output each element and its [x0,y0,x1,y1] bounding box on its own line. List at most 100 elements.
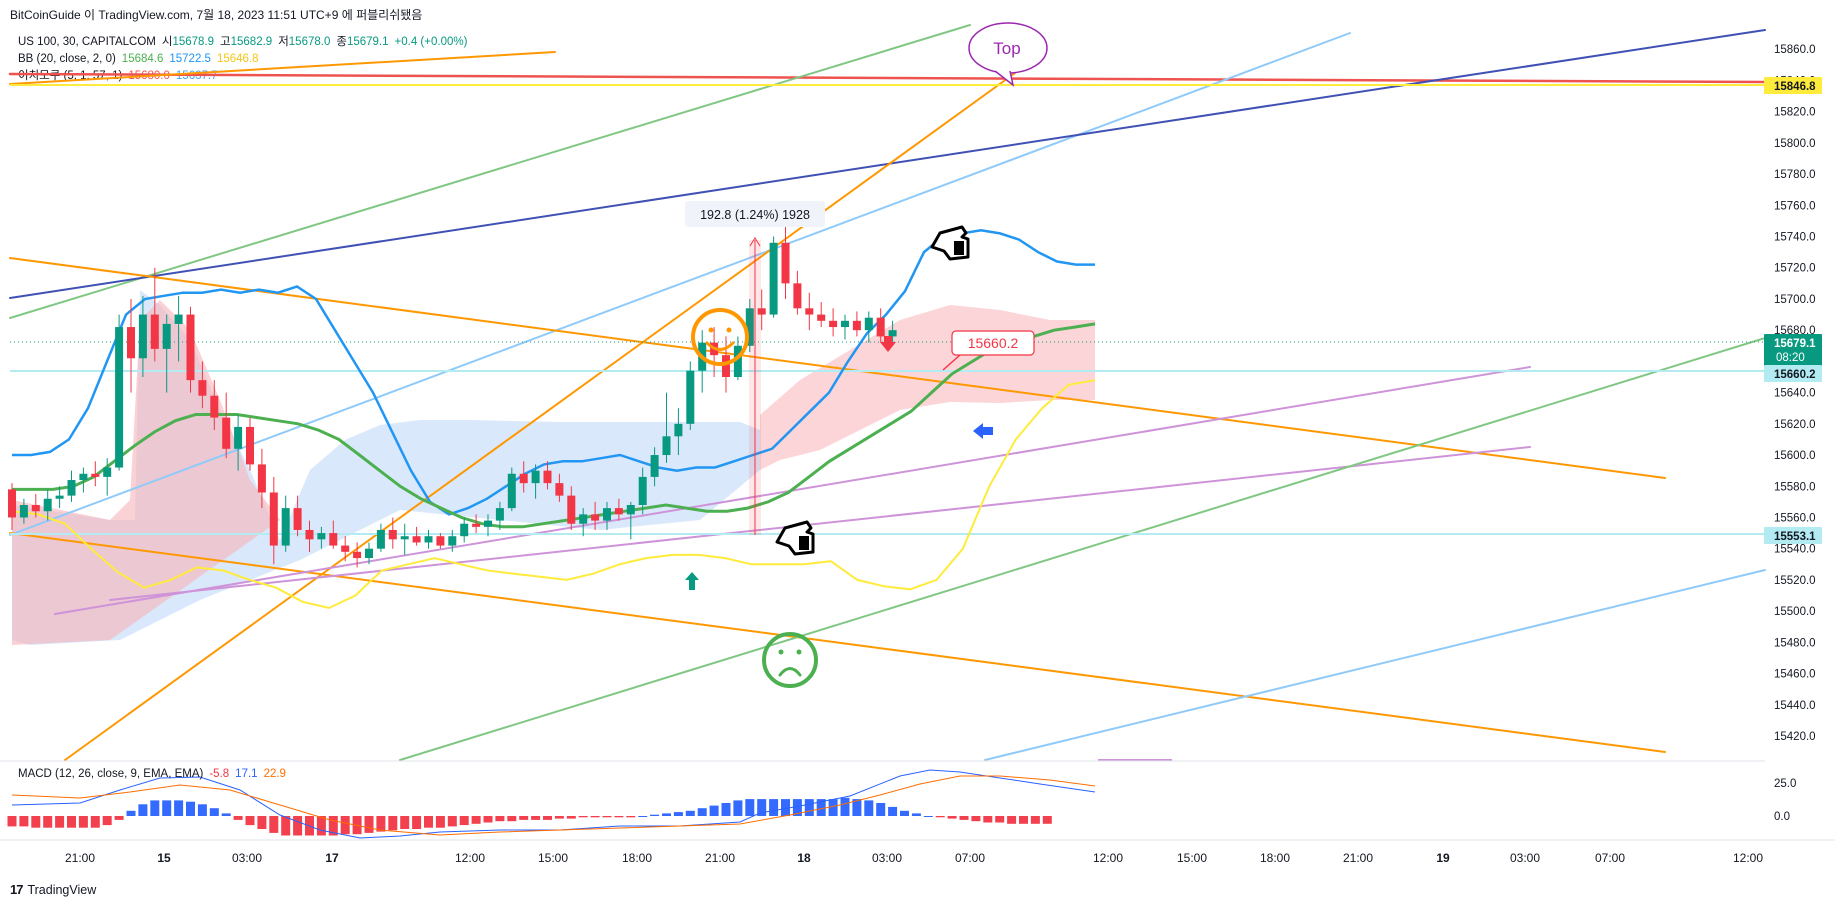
candle [591,501,600,530]
pointing-hand-icon [930,225,970,261]
price-tick-label: 15560.0 [1774,512,1816,524]
candle-body [150,314,159,349]
smiley-outline [691,308,749,366]
close-label: 종 [336,36,347,48]
pointing-hand-icon [775,520,815,556]
lightblue-rising-line-2 [984,569,1766,761]
macd-histogram-bar [197,804,207,816]
macd-histogram-bar [221,813,231,816]
macd-histogram-bar [554,816,564,819]
macd-histogram-bar [293,816,303,836]
macd-histogram-bar [709,805,719,816]
macd-histogram-bar [31,816,41,828]
candle-body [567,495,576,524]
candle [436,533,445,549]
macd-histogram-bar [685,810,695,816]
countdown-text: 08:20 [1776,352,1805,364]
price-tick-label: 15540.0 [1774,544,1816,556]
price-tick-label: 15780.0 [1774,169,1816,181]
candle [150,267,159,362]
candle [222,392,231,459]
macd-histogram-bar [804,799,814,816]
macd-histogram-bar [43,816,53,828]
macd-histogram-bar [614,816,624,818]
candle-body [603,508,611,521]
candle [198,361,207,409]
macd-histogram-bar [864,800,874,816]
candle-body [876,317,885,337]
macd-histogram-bar [78,816,88,828]
candle [555,473,564,502]
time-tick-label: 07:00 [1595,851,1625,865]
annotations[interactable]: 192.8 (1.24%) 1928 Top 15660.2 [685,22,1172,761]
measure-arrow-up [749,237,761,247]
purple-rising-line-2 [109,446,1531,601]
hand-cuff [799,536,809,550]
candle-body [67,480,76,496]
candle [55,486,64,509]
price-tick-label: 15720.0 [1774,263,1816,275]
candle [757,289,766,331]
macd-histogram-bar [935,816,945,818]
red-horizontal-line [8,72,1767,84]
macd-histogram-bar [971,816,981,822]
candle-body [210,395,219,418]
time-tick-label: 17 [325,851,339,865]
symbol-label[interactable]: US 100, 30, CAPITALCOM [18,36,156,48]
candle [317,526,326,549]
up-arrow-icon [685,572,699,590]
time-tick-label: 12:00 [1093,851,1123,865]
price-axis-bg [1768,18,1835,758]
macd-histogram-bar [852,799,862,816]
time-tick-label: 21:00 [705,851,735,865]
candle-body [198,380,207,396]
macd-histogram-bar [162,800,172,816]
candle-body [650,455,659,477]
candle [305,520,314,552]
orange-descending-line-2 [9,532,1666,753]
attribution-text: BitCoinGuide 이 TradingView.com, 7월 18, 2… [10,8,423,22]
macd-histogram-bar [174,800,184,816]
orange-line-top [9,51,556,85]
bb-lower-band [11,379,1096,610]
candle [888,320,897,343]
price-tick-label: 15640.0 [1774,388,1816,400]
macd-histogram-bar [590,816,600,818]
candle [329,520,338,549]
macd-histogram-bar [578,816,588,818]
candle [412,526,421,546]
bb-upper-band [12,229,1095,516]
level-mid-tag-text: 15660.2 [1774,369,1816,381]
macd-pane [0,760,1765,839]
macd-histogram-bar [233,816,243,820]
candle-body [864,317,873,331]
candle-body [376,529,385,549]
candle [614,498,623,521]
macd-label[interactable]: MACD (12, 26, close, 9, EMA, EMA) [18,768,204,780]
macd-histogram-bar [376,816,386,832]
macd-histogram-bar [400,816,410,829]
time-tick-label: 18 [797,851,811,865]
candle-body [686,370,695,424]
green-rising-line-1 [9,24,971,319]
level-mid-tag-bg [1764,365,1822,382]
candle-body [388,529,397,540]
time-axis[interactable]: 21:00 15 03:00 17 12:00 15:00 18:00 21:00 18 03:0… [0,839,1835,865]
macd-histogram-bar [983,816,993,823]
candle-body [257,464,266,493]
candle [246,417,254,471]
macd-histogram-bar [995,816,1005,823]
macd-histogram-bar [186,801,195,816]
open-value: 15678.9 [172,36,215,48]
price-axis[interactable]: 15860.015840.015820.015800.015780.015760… [1764,18,1835,823]
bb-label[interactable]: BB (20, close, 2, 0) [18,53,116,65]
candle-body [353,551,362,559]
low-value: 15678.0 [288,36,331,48]
macd-histogram-bar [7,816,17,827]
horizontal-levels[interactable] [10,84,1765,535]
macd-histogram-bar [281,816,291,836]
candle [829,308,838,337]
lightblue-rising-line-1 [9,32,1351,536]
chart-canvas[interactable]: 192.8 (1.24%) 1928 Top 15660.2 15860.0 1584… [0,0,1835,880]
candle-body [341,545,350,552]
